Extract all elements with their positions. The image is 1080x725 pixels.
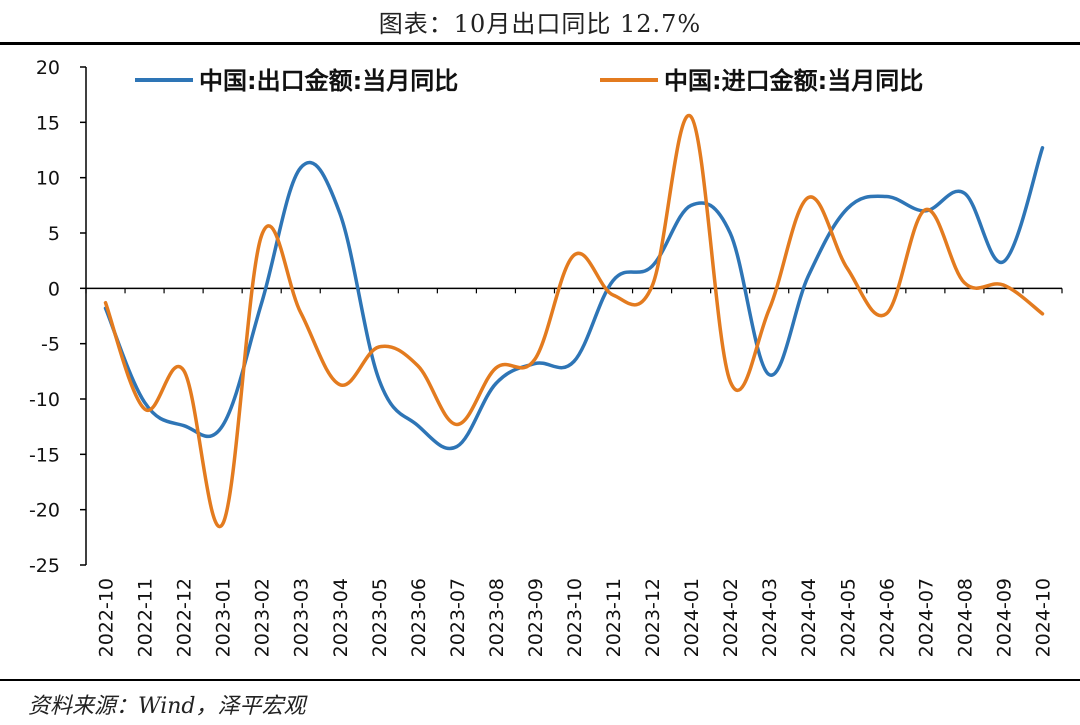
- data-point: [612, 293, 615, 296]
- y-tick-label: -25: [29, 555, 60, 577]
- data-point: [182, 369, 185, 372]
- data-point: [963, 192, 966, 195]
- x-tick-label: 2023-06: [408, 578, 430, 657]
- data-point: [807, 275, 810, 278]
- data-point: [221, 424, 224, 427]
- data-point: [416, 364, 419, 367]
- data-point: [533, 358, 536, 361]
- data-point: [651, 285, 654, 288]
- x-tick-label: 2022-11: [135, 578, 157, 657]
- data-point: [807, 196, 810, 199]
- x-tick-label: 2023-11: [603, 578, 625, 657]
- x-tick-label: 2023-10: [564, 578, 586, 657]
- y-tick-label: 15: [36, 112, 60, 134]
- legend-label-export: 中国:出口金额:当月同比: [199, 67, 458, 95]
- x-tick-label: 2023-05: [369, 578, 391, 657]
- data-point: [768, 373, 771, 376]
- y-tick-label: -5: [41, 334, 60, 356]
- x-tick-label: 2023-02: [252, 578, 274, 657]
- y-tick-label: 5: [48, 223, 60, 245]
- x-tick-label: 2023-09: [525, 578, 547, 657]
- data-point: [690, 204, 693, 207]
- data-point: [416, 424, 419, 427]
- x-tick-label: 2024-06: [876, 578, 898, 657]
- data-point: [143, 407, 146, 410]
- data-point: [963, 281, 966, 284]
- x-tick-label: 2022-10: [96, 578, 118, 657]
- x-tick-label: 2024-10: [1032, 578, 1054, 657]
- data-point: [612, 279, 615, 282]
- data-point: [1002, 260, 1005, 263]
- x-tick-label: 2023-01: [213, 578, 235, 657]
- data-point: [573, 254, 576, 257]
- x-tick-label: 2023-03: [291, 578, 313, 657]
- data-point: [299, 166, 302, 169]
- data-point: [885, 312, 888, 315]
- x-tick-label: 2023-12: [642, 578, 664, 657]
- data-point: [729, 232, 732, 235]
- series-line-export: [103, 146, 1045, 451]
- x-axis-ticks: 2022-10 2022-11 2022-12 2023-01 2023-02 2023-…: [85, 288, 1063, 657]
- x-tick-label: 2024-04: [798, 578, 820, 657]
- data-point: [260, 301, 263, 304]
- y-tick-label: 20: [36, 57, 60, 79]
- y-tick-label: -10: [29, 389, 60, 411]
- data-point: [494, 367, 497, 370]
- data-point: [768, 308, 771, 311]
- data-point: [846, 207, 849, 210]
- legend: 中国:出口金额:当月同比 中国:进口金额:当月同比: [135, 67, 923, 95]
- x-tick-label: 2023-08: [486, 578, 508, 657]
- x-tick-label: 2024-02: [720, 578, 742, 657]
- data-point: [260, 234, 263, 237]
- data-point: [338, 212, 341, 215]
- data-point: [690, 115, 693, 118]
- data-point: [885, 195, 888, 198]
- series-lines: [103, 113, 1045, 529]
- x-tick-label: 2024-09: [993, 578, 1015, 657]
- x-tick-label: 2023-04: [330, 578, 352, 657]
- x-tick-label: 2024-03: [759, 578, 781, 657]
- y-tick-label: 10: [36, 168, 60, 190]
- y-axis-ticks: 20 15 10 5 0 -5 -10 -15 -20 -25: [29, 57, 86, 577]
- data-point: [338, 383, 341, 386]
- x-tick-label: 2022-12: [174, 578, 196, 657]
- x-tick-label: 2023-07: [447, 578, 469, 657]
- data-point: [377, 345, 380, 348]
- series-line-import: [103, 113, 1045, 529]
- x-tick-label: 2024-07: [915, 578, 937, 657]
- data-point: [573, 360, 576, 363]
- data-point: [221, 523, 224, 526]
- data-point: [182, 424, 185, 427]
- data-point: [1002, 284, 1005, 287]
- data-point: [455, 423, 458, 426]
- chart-title: 图表：10月出口同比 12.7%: [378, 10, 702, 38]
- data-point: [729, 380, 732, 383]
- bottom-rule: [0, 679, 1080, 681]
- data-point: [924, 208, 927, 211]
- data-point: [651, 265, 654, 268]
- source-note: 资料来源：Wind，泽平宏观: [28, 694, 306, 719]
- x-tick-label: 2024-05: [837, 578, 859, 657]
- x-tick-label: 2024-01: [681, 578, 703, 657]
- data-point: [299, 311, 302, 314]
- y-tick-label: 0: [48, 278, 60, 300]
- data-point: [1041, 146, 1044, 149]
- legend-label-import: 中国:进口金额:当月同比: [664, 67, 923, 95]
- y-tick-label: -15: [29, 444, 60, 466]
- data-point: [143, 401, 146, 404]
- data-point: [846, 267, 849, 270]
- data-point: [494, 382, 497, 385]
- data-point: [1041, 312, 1044, 315]
- axes: [85, 67, 1062, 565]
- data-point: [104, 301, 107, 304]
- y-tick-label: -20: [29, 500, 60, 522]
- top-rule: [0, 42, 1080, 45]
- data-point: [377, 378, 380, 381]
- x-tick-label: 2024-08: [954, 578, 976, 657]
- data-point: [455, 445, 458, 448]
